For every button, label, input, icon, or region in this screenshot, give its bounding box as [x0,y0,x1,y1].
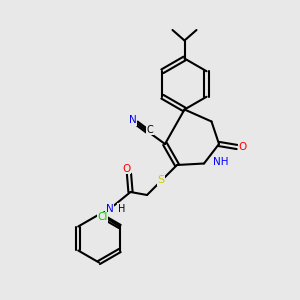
Text: N: N [129,115,136,125]
Text: H: H [118,203,125,214]
Text: C: C [147,124,153,135]
Text: Cl: Cl [97,212,108,222]
Text: O: O [122,164,131,174]
Text: S: S [158,175,165,185]
Text: N: N [106,203,113,214]
Text: O: O [238,142,247,152]
Text: NH: NH [213,157,228,167]
